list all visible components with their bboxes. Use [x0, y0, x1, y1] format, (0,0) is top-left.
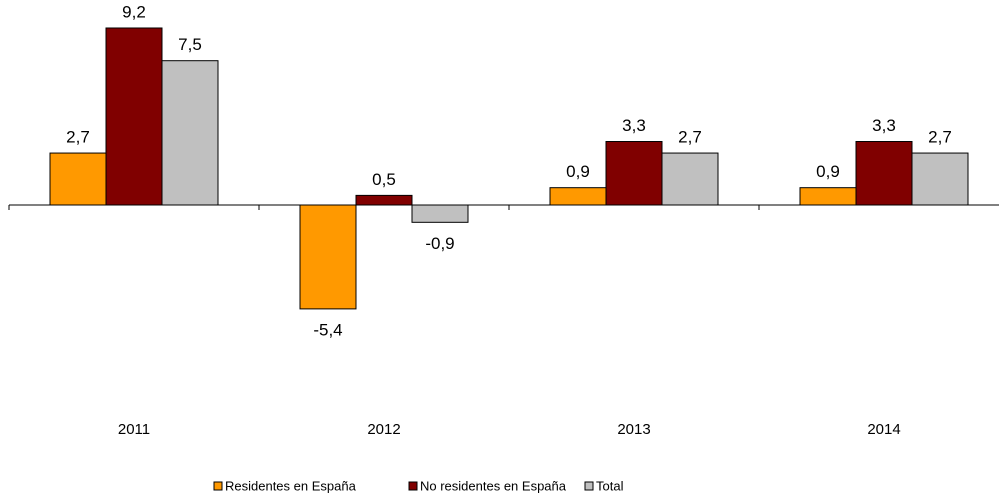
bar — [299, 204, 357, 310]
legend-label: Residentes en España — [225, 478, 357, 493]
value-label: 3,3 — [622, 116, 646, 135]
value-label: 0,5 — [372, 170, 396, 189]
value-label: 2,7 — [928, 128, 952, 147]
x-tick-label: 2014 — [867, 421, 900, 438]
bar — [549, 187, 607, 206]
bar — [411, 204, 469, 223]
x-tick-label: 2013 — [617, 421, 650, 438]
bar — [855, 141, 913, 206]
bar — [661, 152, 719, 206]
bar — [799, 187, 857, 206]
bar — [161, 60, 219, 206]
value-label: 0,9 — [566, 162, 590, 181]
value-label: -5,4 — [313, 320, 342, 339]
bar — [605, 141, 663, 206]
legend-swatch — [408, 481, 418, 491]
value-label: 7,5 — [178, 35, 202, 54]
legend-swatch — [584, 481, 594, 491]
value-label: 2,7 — [66, 128, 90, 147]
legend-swatch — [213, 481, 223, 491]
bar — [355, 194, 413, 206]
value-label: 9,2 — [122, 2, 146, 21]
bar — [105, 27, 163, 206]
value-label: -0,9 — [425, 234, 454, 253]
value-label: 0,9 — [816, 162, 840, 181]
bar — [49, 152, 107, 206]
x-tick-label: 2011 — [118, 421, 150, 438]
bar — [911, 152, 969, 206]
value-label: 2,7 — [678, 128, 702, 147]
legend-label: Total — [596, 478, 624, 493]
value-label: 3,3 — [872, 116, 896, 135]
legend-label: No residentes en España — [420, 478, 567, 493]
x-tick-label: 2012 — [367, 421, 400, 438]
